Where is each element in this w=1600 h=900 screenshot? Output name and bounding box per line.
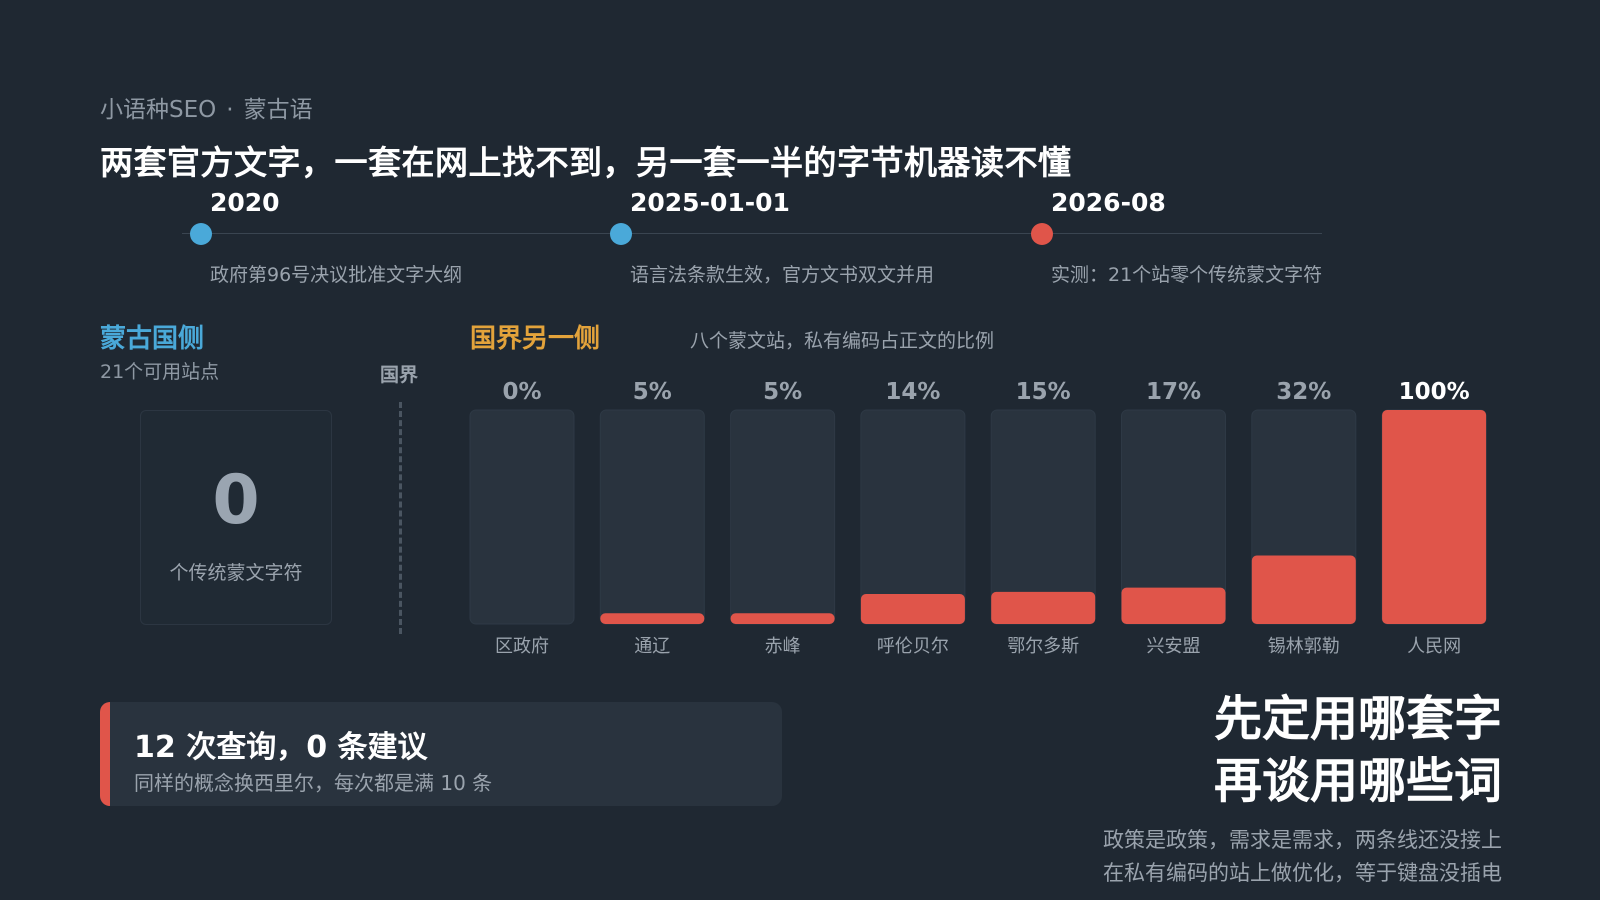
bar [600, 613, 705, 624]
bar-category-label: 呼伦贝尔 [877, 636, 949, 657]
bar-track [730, 409, 836, 625]
bar-track [599, 409, 705, 625]
eyebrow: 小语种SEO · 蒙古语 [100, 90, 313, 124]
bar [730, 613, 835, 624]
bar-track [1121, 409, 1226, 625]
bar [1382, 410, 1487, 624]
timeline-dot [610, 223, 632, 245]
bar-value-label: 0% [502, 379, 541, 405]
right-panel-title: 国界另一侧 [470, 324, 601, 354]
bar-track [860, 409, 966, 625]
bar-track [469, 409, 575, 625]
chart-subtitle: 八个蒙文站，私有编码占正文的比例 [690, 330, 995, 352]
bar-category-label: 鄂尔多斯 [1007, 636, 1079, 657]
left-panel-subtitle: 21个可用站点 [100, 361, 220, 383]
timeline-date: 2020 [210, 188, 280, 217]
bar-category-label: 兴安盟 [1147, 636, 1201, 657]
bar-value-label: 17% [1146, 379, 1201, 405]
bar-track [1251, 409, 1357, 625]
timeline-description: 政府第96号决议批准文字大纲 [210, 264, 463, 286]
timeline-description: 实测：21个站零个传统蒙文字符 [1051, 264, 1323, 286]
conclusion-line: 先定用哪套字 [1213, 691, 1502, 747]
bar [991, 591, 1096, 624]
bar [1121, 587, 1226, 624]
bar-track [990, 409, 1096, 625]
eyebrow-separator: · [226, 97, 234, 123]
callout-subtitle: 同样的概念换西里尔，每次都是满 10 条 [134, 771, 493, 795]
bar-value-label: 15% [1016, 379, 1071, 405]
bar-category-label: 赤峰 [765, 636, 801, 657]
border-divider [399, 402, 402, 634]
callout-title: 12 次查询，0 条建议 [134, 730, 428, 765]
callout-accent-bar [100, 702, 110, 806]
bar [860, 594, 965, 624]
bar-value-label: 5% [763, 379, 802, 405]
left-panel-title: 蒙古国侧 [100, 324, 205, 354]
query-callout: 12 次查询，0 条建议 同样的概念换西里尔，每次都是满 10 条 [100, 702, 782, 806]
bar-value-label: 14% [885, 379, 940, 405]
zero-count-number: 0 [212, 461, 260, 540]
conclusion-note-line: 在私有编码的站上做优化，等于键盘没插电 [1103, 861, 1502, 885]
bar-category-label: 区政府 [495, 636, 549, 657]
conclusion-note: 政策是政策，需求是需求，两条线还没接上 在私有编码的站上做优化，等于键盘没插电 [1103, 824, 1502, 890]
timeline-dot [1031, 223, 1053, 245]
eyebrow-topic: 小语种SEO [100, 97, 217, 123]
eyebrow-language: 蒙古语 [243, 97, 313, 123]
bar [1251, 555, 1356, 624]
conclusion-note-line: 政策是政策，需求是需求，两条线还没接上 [1103, 828, 1502, 852]
timeline-axis [182, 233, 1322, 234]
timeline-dot [190, 223, 212, 245]
bar-category-label: 通辽 [634, 636, 670, 657]
page-title: 两套官方文字，一套在网上找不到，另一套一半的字节机器读不懂 [100, 143, 1072, 182]
conclusion-heading: 先定用哪套字 再谈用哪些词 [1214, 688, 1502, 812]
timeline-description: 语言法条款生效，官方文书双文并用 [630, 264, 935, 286]
bar-value-label: 100% [1399, 379, 1470, 405]
conclusion-line: 再谈用哪些词 [1213, 753, 1502, 809]
timeline-date: 2025-01-01 [630, 188, 790, 217]
zero-count-caption: 个传统蒙文字符 [169, 562, 303, 584]
border-label: 国界 [380, 364, 419, 386]
bar-category-label: 人民网 [1407, 636, 1461, 657]
bar-value-label: 5% [633, 379, 672, 405]
timeline-date: 2026-08 [1051, 188, 1166, 217]
bar-category-label: 锡林郭勒 [1268, 636, 1340, 657]
zero-count-card: 0 个传统蒙文字符 [140, 410, 332, 625]
bar-value-label: 32% [1276, 379, 1331, 405]
bar-track [1381, 409, 1487, 625]
